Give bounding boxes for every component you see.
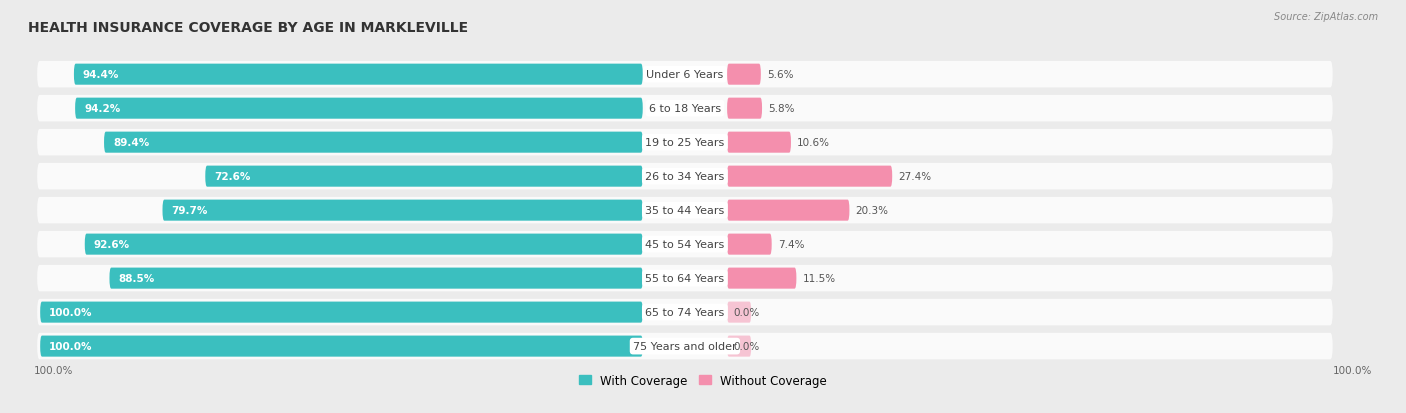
FancyBboxPatch shape [163,200,643,221]
FancyBboxPatch shape [727,200,849,221]
Text: 65 to 74 Years: 65 to 74 Years [645,307,724,317]
FancyBboxPatch shape [727,268,796,289]
Text: 26 to 34 Years: 26 to 34 Years [645,172,724,182]
Text: 100.0%: 100.0% [49,307,93,317]
Text: 11.5%: 11.5% [803,273,835,283]
FancyBboxPatch shape [37,299,1333,325]
FancyBboxPatch shape [727,302,751,323]
Text: 94.2%: 94.2% [84,104,121,114]
FancyBboxPatch shape [104,132,643,153]
Text: 79.7%: 79.7% [172,206,208,216]
Text: 89.4%: 89.4% [112,138,149,148]
Text: 7.4%: 7.4% [778,240,804,249]
Text: 88.5%: 88.5% [118,273,155,283]
Text: 5.6%: 5.6% [766,70,793,80]
FancyBboxPatch shape [727,234,772,255]
Text: 5.8%: 5.8% [768,104,794,114]
FancyBboxPatch shape [41,336,643,357]
FancyBboxPatch shape [37,231,1333,258]
FancyBboxPatch shape [75,98,643,119]
FancyBboxPatch shape [727,64,761,85]
Text: 27.4%: 27.4% [898,172,931,182]
FancyBboxPatch shape [727,166,893,187]
FancyBboxPatch shape [205,166,643,187]
FancyBboxPatch shape [75,64,643,85]
Text: 100.0%: 100.0% [1333,365,1372,375]
Text: 100.0%: 100.0% [49,341,93,351]
Text: 72.6%: 72.6% [214,172,250,182]
Text: 92.6%: 92.6% [94,240,129,249]
Legend: With Coverage, Without Coverage: With Coverage, Without Coverage [574,369,832,392]
Text: 20.3%: 20.3% [855,206,889,216]
FancyBboxPatch shape [37,265,1333,292]
Text: 100.0%: 100.0% [34,365,73,375]
Text: Source: ZipAtlas.com: Source: ZipAtlas.com [1274,12,1378,22]
Text: 0.0%: 0.0% [733,341,759,351]
FancyBboxPatch shape [37,62,1333,88]
Text: 94.4%: 94.4% [83,70,120,80]
Text: Under 6 Years: Under 6 Years [647,70,724,80]
FancyBboxPatch shape [37,130,1333,156]
Text: 0.0%: 0.0% [733,307,759,317]
FancyBboxPatch shape [110,268,643,289]
FancyBboxPatch shape [37,333,1333,359]
Text: HEALTH INSURANCE COVERAGE BY AGE IN MARKLEVILLE: HEALTH INSURANCE COVERAGE BY AGE IN MARK… [28,21,468,35]
FancyBboxPatch shape [37,197,1333,224]
FancyBboxPatch shape [41,302,643,323]
FancyBboxPatch shape [84,234,643,255]
FancyBboxPatch shape [727,98,762,119]
Text: 10.6%: 10.6% [797,138,830,148]
FancyBboxPatch shape [727,336,751,357]
FancyBboxPatch shape [727,132,792,153]
Text: 55 to 64 Years: 55 to 64 Years [645,273,724,283]
FancyBboxPatch shape [37,96,1333,122]
Text: 75 Years and older: 75 Years and older [633,341,737,351]
FancyBboxPatch shape [37,164,1333,190]
Text: 6 to 18 Years: 6 to 18 Years [648,104,721,114]
Text: 45 to 54 Years: 45 to 54 Years [645,240,724,249]
Text: 19 to 25 Years: 19 to 25 Years [645,138,724,148]
Text: 35 to 44 Years: 35 to 44 Years [645,206,724,216]
